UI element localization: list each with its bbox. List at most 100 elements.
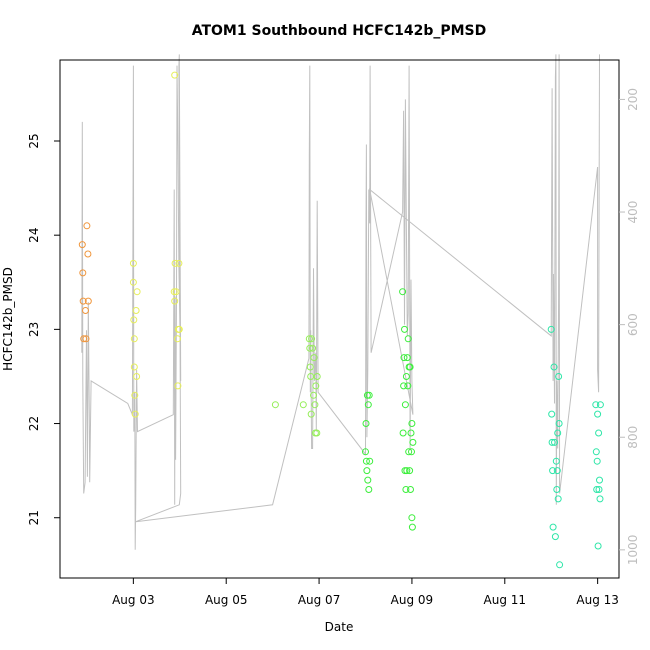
data-point	[593, 457, 601, 465]
data-point	[552, 457, 560, 465]
data-point	[555, 373, 563, 380]
x-tick-label: Aug 11	[484, 593, 527, 607]
data-point	[554, 495, 562, 503]
data-point	[549, 467, 557, 475]
data-point	[550, 363, 558, 371]
series-4	[547, 325, 604, 569]
data-point	[400, 382, 408, 390]
series-1	[129, 71, 183, 418]
data-point	[129, 259, 137, 267]
data-point	[174, 335, 181, 343]
data-point	[555, 420, 563, 427]
y-axis-label: HCFC142b_PMSD	[1, 267, 15, 371]
pressure-line	[81, 54, 600, 550]
data-point	[595, 486, 603, 493]
data-point	[365, 391, 373, 399]
x-tick-label: Aug 09	[391, 593, 434, 607]
data-point	[305, 335, 313, 343]
data-point	[594, 542, 602, 550]
data-point	[399, 429, 407, 437]
data-point	[313, 429, 321, 437]
data-point	[596, 476, 603, 484]
data-point	[362, 457, 370, 465]
data-point	[363, 467, 371, 475]
data-point	[80, 335, 88, 343]
data-point	[175, 259, 183, 267]
data-point	[593, 486, 601, 493]
data-point	[596, 401, 604, 409]
x-axis-label: Date	[325, 620, 354, 634]
data-point	[596, 495, 604, 503]
data-point	[553, 467, 561, 475]
data-point	[403, 354, 411, 362]
data-point	[401, 401, 409, 409]
data-point	[403, 467, 411, 475]
data-point	[556, 561, 564, 569]
data-point	[84, 250, 92, 258]
y2-axis-pressure: 200 400 600 800 1000	[619, 88, 640, 565]
data-point	[402, 373, 410, 380]
data-point	[171, 259, 179, 267]
data-point	[549, 523, 557, 531]
data-point	[129, 278, 137, 286]
data-point	[408, 448, 415, 456]
data-point	[82, 335, 90, 343]
y2-tick-label: 800	[626, 426, 640, 449]
data-point	[404, 335, 412, 343]
y-tick-label: 25	[27, 133, 41, 148]
y2-tick-label: 1000	[626, 535, 640, 566]
y-tick-label: 24	[27, 228, 41, 243]
data-point	[364, 401, 372, 409]
data-point	[399, 288, 407, 296]
data-point	[310, 391, 317, 399]
data-point	[84, 297, 92, 305]
data-point	[271, 401, 279, 409]
x-tick-label: Aug 13	[576, 593, 619, 607]
data-point	[79, 269, 87, 277]
data-point	[408, 514, 416, 522]
data-point	[592, 401, 600, 409]
data-point	[312, 382, 320, 390]
series-2	[271, 335, 321, 437]
data-point	[548, 410, 556, 418]
data-point	[170, 288, 178, 296]
data-point	[299, 401, 307, 409]
data-point	[306, 344, 314, 352]
data-point	[404, 382, 412, 390]
data-point	[364, 476, 372, 484]
data-point	[401, 325, 408, 333]
data-point	[595, 429, 603, 437]
data-point	[132, 307, 140, 314]
y-axis: 21 22 23 24 25	[27, 133, 60, 525]
chart-title: ATOM1 Southbound HCFC142b_PMSD	[192, 23, 487, 39]
data-point	[553, 486, 561, 493]
data-point	[365, 486, 373, 493]
data-point	[311, 401, 319, 409]
data-point	[400, 354, 408, 362]
y-tick-label: 22	[27, 416, 41, 431]
data-point	[307, 410, 315, 418]
plot-content	[78, 54, 604, 569]
data-point	[408, 420, 416, 427]
data-point	[308, 335, 316, 343]
data-point	[133, 373, 141, 380]
data-point	[83, 222, 91, 230]
data-point	[362, 420, 370, 427]
data-point	[594, 410, 602, 418]
data-point	[407, 429, 415, 437]
x-axis: Aug 03 Aug 05 Aug 07 Aug 09 Aug 11 Aug 13	[112, 578, 619, 607]
data-point	[406, 467, 414, 475]
data-point	[131, 391, 139, 399]
data-point	[548, 438, 556, 446]
data-point	[130, 363, 138, 371]
y2-tick-label: 600	[626, 313, 640, 336]
data-point	[133, 288, 141, 296]
y2-tick-label: 400	[626, 201, 640, 224]
data-point	[172, 288, 180, 296]
data-point	[406, 363, 414, 371]
data-point	[171, 297, 179, 305]
data-point	[175, 325, 183, 333]
data-point	[310, 354, 318, 362]
data-point	[551, 533, 559, 541]
